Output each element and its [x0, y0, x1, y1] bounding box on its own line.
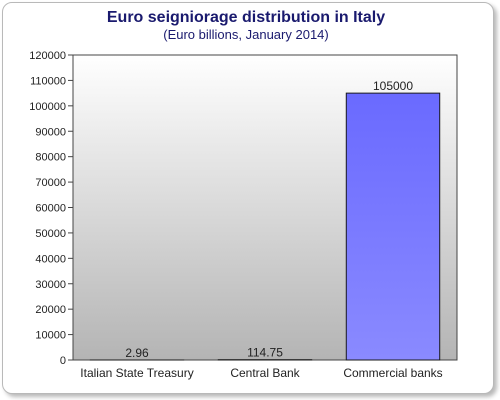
y-axis: 0 10000 20000 30000 40000 50000 60000 70000 8000… [29, 50, 73, 367]
chart-title: Euro seigniorage distribution in Italy [107, 9, 385, 26]
x-axis: Italian State Treasury Central Bank Commer… [80, 366, 442, 380]
bar [345, 92, 441, 361]
x-category-label: Italian State Treasury [80, 366, 193, 380]
y-tick-label: 100000 [29, 101, 66, 113]
y-tick-label: 50000 [35, 228, 66, 240]
y-tick-label: 110000 [30, 75, 66, 87]
y-tick-label: 120000 [29, 50, 66, 62]
data-label: 114.75 [247, 346, 283, 360]
y-tick-label: 40000 [35, 253, 66, 265]
y-tick-label: 10000 [35, 330, 66, 342]
y-tick-label: 90000 [35, 126, 66, 138]
y-tick-label: 60000 [35, 203, 66, 215]
data-label: 105000 [373, 79, 413, 93]
data-label: 2.96 [125, 346, 149, 360]
y-tick-label: 30000 [35, 279, 66, 291]
bars: 2.96 114.75 105000 [89, 79, 441, 361]
x-category-label: Commercial banks [343, 366, 442, 380]
y-tick-label: 80000 [35, 152, 66, 164]
chart-subtitle: (Euro billions, January 2014) [163, 27, 328, 42]
x-category-label: Central Bank [230, 366, 300, 380]
y-tick-label: 0 [60, 355, 66, 367]
y-tick-label: 20000 [35, 304, 66, 316]
y-tick-label: 70000 [35, 177, 66, 189]
